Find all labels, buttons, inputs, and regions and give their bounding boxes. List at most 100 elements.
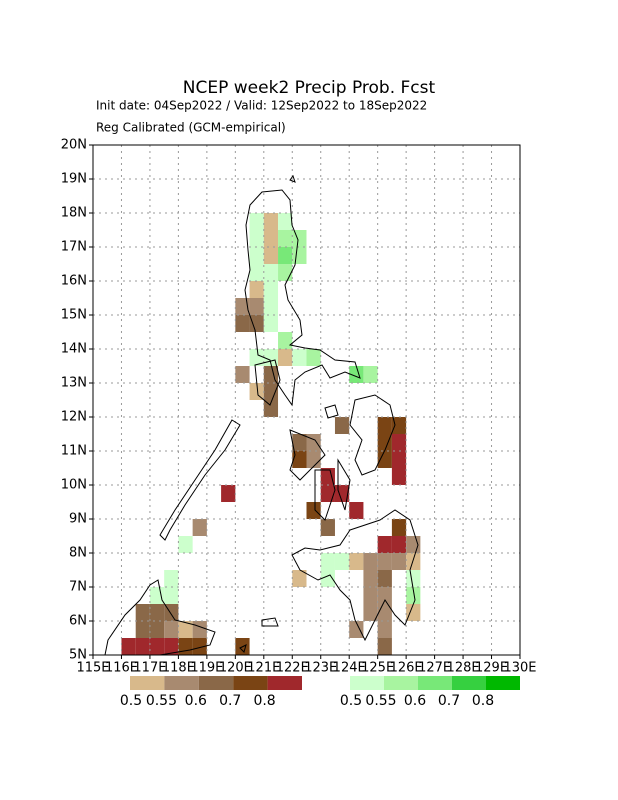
prob-cell — [406, 587, 421, 604]
legend-label: 0.6 — [185, 693, 207, 709]
prob-cell — [263, 247, 279, 264]
legend-label: 0.5 — [340, 693, 362, 709]
prob-cell — [278, 264, 293, 281]
prob-cell — [149, 638, 165, 655]
legend-swatch — [452, 676, 486, 690]
legend-swatch — [486, 676, 520, 690]
prob-cell — [249, 315, 264, 332]
legend-swatch — [233, 676, 268, 690]
prob-cell — [263, 400, 279, 417]
x-tick-label: 123E — [304, 661, 337, 676]
note: Reg Calibrated (GCM-empirical) — [96, 121, 286, 135]
plot-frame — [92, 144, 521, 656]
x-tick-label: 117E — [133, 661, 166, 676]
prob-cell — [306, 434, 321, 451]
y-tick-label: 5N — [69, 648, 87, 663]
x-tick-label: 119E — [190, 661, 223, 676]
prob-cell — [306, 349, 321, 366]
x-tick-label: 118E — [162, 661, 195, 676]
prob-cell — [320, 485, 335, 502]
coast-islands — [239, 174, 339, 653]
prob-cell — [377, 621, 392, 638]
prob-cell — [406, 553, 421, 570]
prob-cell — [192, 621, 207, 638]
coast-palawan — [159, 419, 241, 541]
legend-swatch — [418, 676, 452, 690]
x-tick-label: 129E — [475, 661, 508, 676]
prob-cell — [263, 383, 279, 400]
prob-cell — [249, 247, 264, 264]
x-tick-label: 115E — [76, 661, 109, 676]
prob-cell — [363, 366, 378, 383]
prob-cell — [377, 451, 392, 468]
prob-cell — [278, 247, 293, 264]
prob-cell — [391, 451, 407, 468]
prob-cell — [292, 570, 307, 587]
prob-cell — [235, 315, 250, 332]
prob-cell — [278, 213, 293, 230]
prob-cell — [363, 604, 378, 621]
prob-cell — [377, 434, 392, 451]
legend: 0.5 0.55 0.6 0.7 0.8 0.5 0.55 0.6 0.7 0.8 — [120, 676, 520, 709]
y-tick-label: 18N — [61, 206, 87, 221]
x-tick-label: 122E — [276, 661, 309, 676]
prob-cell — [263, 213, 279, 230]
prob-cell — [192, 519, 207, 536]
prob-cell — [377, 553, 392, 570]
coast-samar-leyte — [349, 394, 396, 476]
prob-cell — [349, 553, 364, 570]
prob-cell — [221, 485, 236, 502]
prob-cell — [349, 502, 364, 519]
prob-cell — [135, 604, 150, 621]
prob-cell — [334, 417, 350, 434]
prob-cell — [164, 570, 179, 587]
prob-cell — [235, 298, 250, 315]
prob-cell — [292, 434, 307, 451]
y-tick-label: 7N — [69, 580, 87, 595]
prob-cell — [292, 451, 307, 468]
legend-label: 0.7 — [438, 693, 460, 709]
prob-cell — [263, 298, 279, 315]
coast-borneo — [104, 579, 216, 656]
prob-cell — [377, 536, 392, 553]
prob-cell — [263, 264, 279, 281]
prob-cell — [278, 349, 293, 366]
prob-cell — [263, 281, 279, 298]
prob-cell — [391, 468, 407, 485]
title: NCEP week2 Precip Prob. Fcst — [183, 78, 436, 98]
prob-cell — [320, 468, 335, 485]
prob-cell — [334, 485, 350, 502]
legend-label: 0.5 — [120, 693, 142, 709]
prob-cell — [377, 638, 392, 655]
prob-cell — [249, 230, 264, 247]
x-tick-label: 128E — [447, 661, 480, 676]
legend-label: 0.8 — [253, 693, 275, 709]
y-tick-label: 19N — [61, 172, 87, 187]
y-tick-label: 16N — [61, 274, 87, 289]
prob-cell — [249, 298, 264, 315]
y-tick-label: 11N — [61, 444, 87, 459]
x-tick-label: 116E — [105, 661, 138, 676]
prob-cell — [178, 621, 193, 638]
prob-cell — [349, 621, 364, 638]
coast-luzon — [244, 189, 361, 407]
legend-label: 0.55 — [365, 693, 396, 709]
prob-cell — [192, 638, 207, 655]
prob-cell — [164, 638, 179, 655]
coast-panay-negros — [289, 429, 351, 521]
prob-cell — [320, 553, 335, 570]
x-tick-label: 130E — [503, 661, 536, 676]
prob-cell — [135, 621, 150, 638]
prob-cell — [391, 417, 407, 434]
prob-cell — [391, 519, 407, 536]
prob-cell — [249, 213, 264, 230]
legend-swatch — [130, 676, 165, 690]
x-tick-label: 120E — [219, 661, 252, 676]
y-tick-label: 6N — [69, 614, 87, 629]
prob-cell — [278, 332, 293, 349]
y-tick-label: 12N — [61, 410, 87, 425]
legend-swatch — [267, 676, 302, 690]
prob-cell — [249, 383, 264, 400]
